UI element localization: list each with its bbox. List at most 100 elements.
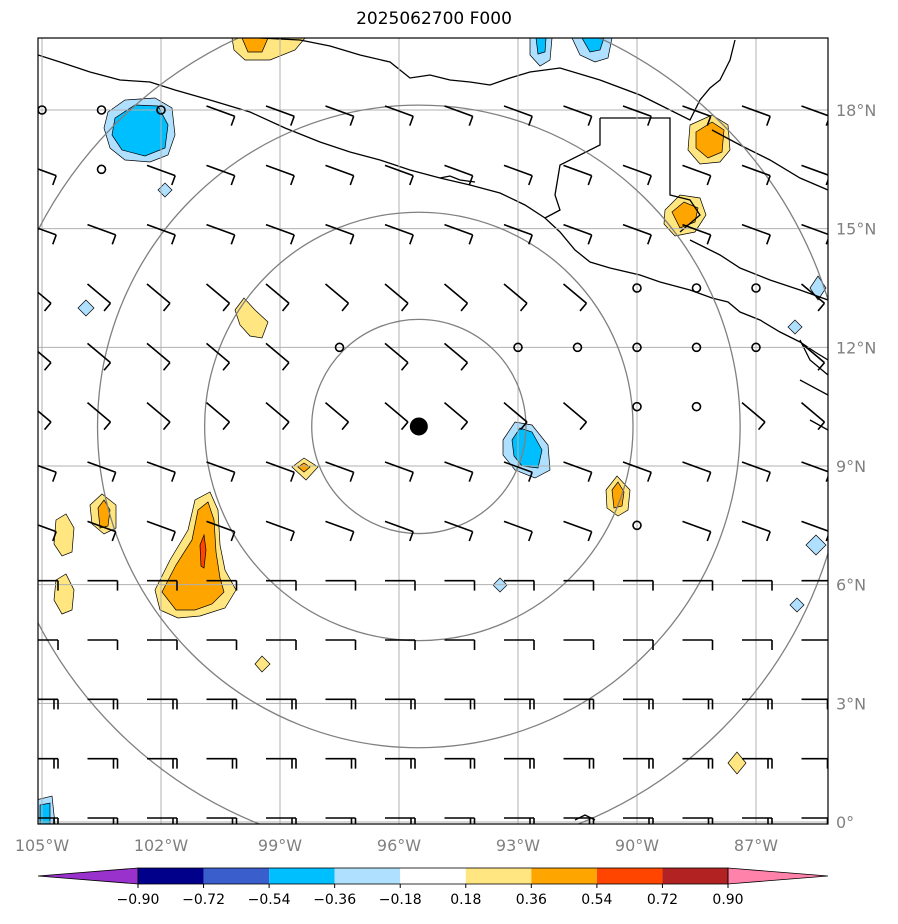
wind-barb [741, 461, 771, 482]
wind-barb [266, 579, 297, 591]
calm-wind-marker [572, 342, 583, 353]
wind-barb [504, 757, 535, 769]
contour-fill [53, 573, 75, 615]
wind-barb [38, 817, 59, 824]
wind-barb [38, 227, 57, 245]
wind-barb [266, 817, 297, 824]
wind-barb [504, 639, 535, 650]
wind-barb [563, 639, 595, 650]
wind-barb [562, 283, 588, 312]
contour-fill [231, 38, 306, 61]
wind-barb [38, 579, 59, 591]
wind-barb [682, 105, 712, 126]
contour-fill [535, 38, 547, 55]
calm-wind-marker [334, 342, 345, 353]
wind-barb [87, 698, 119, 710]
wind-barb [741, 105, 771, 126]
wind-barb [444, 579, 476, 591]
wind-barb [325, 164, 355, 186]
wind-barb [623, 817, 654, 824]
latitude-label: 3°N [836, 694, 866, 713]
calm-wind-marker [632, 342, 642, 353]
wind-barb [742, 579, 773, 591]
colorbar-frame [137, 867, 729, 885]
latitude-label: 15°N [836, 220, 876, 239]
wind-barb [682, 520, 712, 542]
latitude-label: 9°N [836, 457, 866, 476]
latitude-label: 12°N [836, 338, 876, 357]
wind-barb [146, 164, 176, 186]
calm-wind-marker [156, 105, 166, 115]
wind-barb [444, 520, 474, 542]
contour-fill [111, 104, 169, 157]
mexico-pacific-coast [38, 54, 828, 361]
wind-barb [742, 698, 773, 710]
wind-barb [384, 520, 414, 542]
wind-barb [623, 698, 654, 710]
wind-barb [206, 164, 236, 186]
wind-barb [742, 817, 773, 824]
contour-fill [611, 481, 625, 509]
wind-barb [801, 817, 828, 824]
wind-barb [87, 520, 117, 542]
wind-barbs [38, 105, 828, 824]
wind-barb [385, 698, 416, 710]
wind-barb [87, 757, 119, 769]
contour-fill [297, 462, 311, 473]
wind-barb [206, 223, 236, 245]
range-ring [311, 318, 527, 535]
wind-barb [622, 105, 652, 126]
wind-barb [38, 350, 52, 371]
wind-barb [265, 342, 290, 371]
wind-barb [206, 698, 238, 710]
calm-wind-marker [751, 283, 761, 293]
range-ring [203, 211, 634, 642]
colorbar-segment [662, 868, 728, 884]
contour-fill [77, 299, 95, 317]
wind-barb [385, 757, 416, 769]
colorbar-segment [465, 868, 532, 884]
wind-barb [325, 223, 355, 245]
wind-barb [265, 164, 295, 186]
wind-barb [38, 291, 52, 312]
wind-barb [623, 579, 654, 591]
colorbar-label: 0.54 [581, 892, 612, 908]
wind-barb [325, 698, 357, 710]
wind-barb [623, 639, 654, 650]
wind-barb [563, 520, 593, 542]
wind-barb [87, 579, 119, 591]
longitude-label: 93°W [496, 836, 540, 855]
wind-barb [265, 461, 295, 482]
wind-barb [87, 461, 117, 482]
colorbar-label: 0.72 [647, 892, 678, 908]
wind-barb [325, 520, 355, 542]
longitude-label: 90°W [615, 836, 659, 855]
calm-wind-marker [96, 105, 107, 115]
wind-barb [741, 164, 771, 186]
contour-fill [157, 182, 173, 198]
central-america-border [689, 239, 828, 301]
wind-barb [146, 342, 171, 371]
wind-barb [443, 402, 469, 431]
wind-barb [38, 410, 52, 431]
wind-barb [206, 579, 238, 591]
storm-center-marker [409, 417, 428, 436]
wind-barb [800, 283, 826, 312]
wind-barb [146, 223, 176, 245]
longitude-label: 87°W [734, 836, 778, 855]
wind-barb [682, 757, 714, 769]
wind-barb [325, 461, 355, 482]
colorbar-segment [596, 868, 663, 884]
contour-fill [254, 655, 271, 673]
yucatan-border [600, 117, 701, 233]
colorbar-label: −0.18 [379, 892, 422, 908]
longitude-label: 99°W [258, 836, 302, 855]
wind-barb [563, 223, 593, 245]
longitude-label: 102°W [134, 836, 189, 855]
longitude-labels: 105°W 102°W 99°W 96°W 93°W 90°W 87°W [15, 836, 778, 855]
colorbar-label: −0.54 [248, 892, 291, 908]
wind-barb [444, 105, 474, 126]
wind-barb [503, 105, 533, 126]
wind-barb [741, 402, 766, 431]
